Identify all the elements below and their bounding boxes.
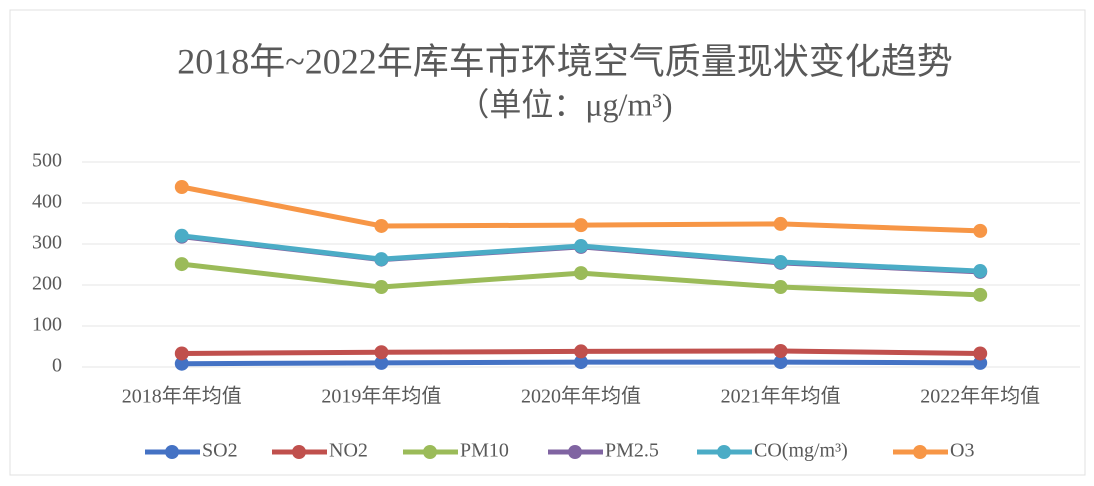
chart-frame — [9, 9, 1086, 476]
data-point — [374, 280, 389, 295]
data-point — [374, 345, 389, 360]
x-tick-label: 2021年年均值 — [721, 385, 841, 408]
data-point — [574, 266, 588, 281]
data-point — [973, 223, 988, 238]
y-tick-label: 400 — [32, 191, 62, 213]
data-point — [574, 355, 588, 370]
data-point — [574, 239, 588, 254]
data-point — [174, 228, 189, 243]
data-point — [374, 252, 389, 267]
data-point — [174, 180, 189, 195]
legend-label: CO(mg/m³) — [754, 440, 848, 462]
legend-marker — [165, 445, 179, 459]
legend-label: PM2.5 — [605, 440, 659, 462]
legend-marker — [913, 445, 927, 459]
data-point — [973, 346, 988, 361]
data-point — [773, 280, 788, 295]
data-point — [773, 355, 788, 370]
chart-subtitle: （单位：μg/m³) — [457, 86, 672, 122]
data-point — [773, 216, 788, 231]
data-point — [174, 257, 189, 272]
legend-marker — [292, 445, 306, 459]
legend-label: O3 — [950, 440, 974, 462]
data-point — [374, 218, 389, 233]
data-point — [773, 344, 788, 359]
data-point — [773, 255, 788, 270]
y-tick-label: 0 — [52, 355, 62, 377]
x-tick-label: 2019年年均值 — [321, 385, 441, 408]
data-point — [973, 287, 988, 302]
data-point — [973, 264, 988, 279]
legend-label: SO2 — [202, 440, 238, 462]
data-point — [574, 344, 588, 359]
chart-title: 2018年~2022年库车市环境空气质量现状变化趋势 — [177, 41, 952, 81]
y-tick-label: 100 — [32, 314, 62, 336]
x-tick-label: 2018年年均值 — [122, 385, 242, 408]
data-point — [174, 356, 189, 371]
y-tick-label: 300 — [32, 232, 62, 254]
legend-marker — [717, 445, 731, 459]
legend-marker — [423, 445, 437, 459]
y-tick-label: 500 — [32, 150, 62, 172]
x-tick-label: 2020年年均值 — [521, 385, 641, 408]
legend-label: NO2 — [329, 440, 368, 462]
y-tick-label: 200 — [32, 273, 62, 295]
data-point — [374, 355, 389, 370]
data-point — [174, 346, 189, 361]
legend-marker — [568, 445, 582, 459]
data-point — [574, 218, 588, 233]
x-tick-label: 2022年年均值 — [920, 385, 1040, 408]
legend-label: PM10 — [460, 440, 509, 462]
